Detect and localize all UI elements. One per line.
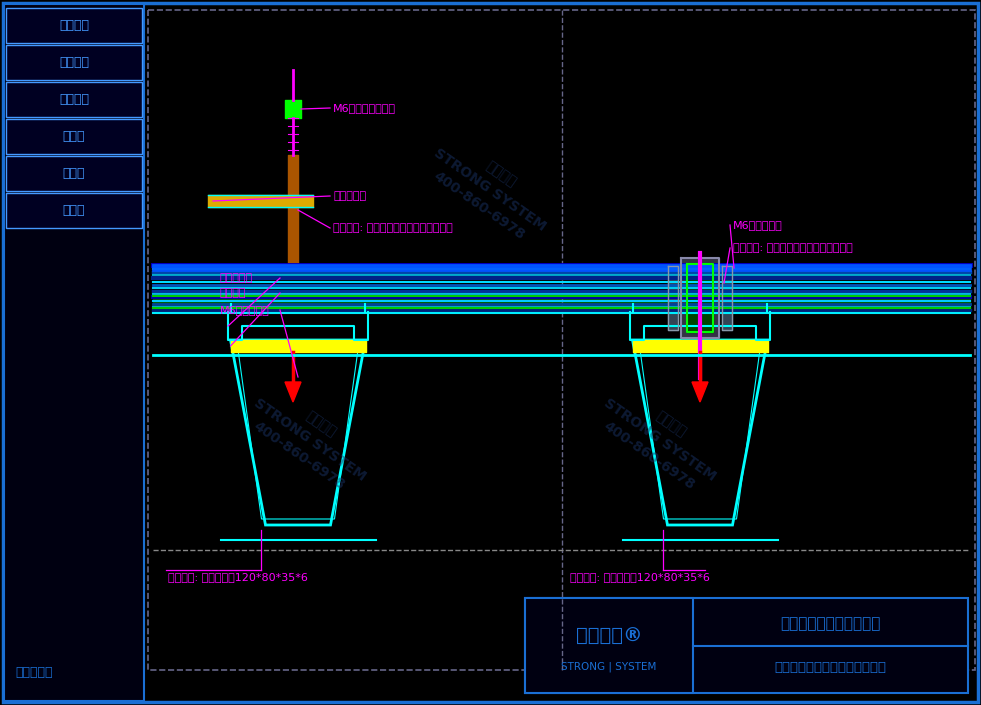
Text: 西创系统
STRONG SYSTEM
400-860-6978: 西创系统 STRONG SYSTEM 400-860-6978 [240, 380, 380, 500]
Text: M6不锈钢锚母: M6不锈钢锚母 [220, 305, 270, 315]
Text: 西创系统: 公母螺柱（专利，连续拧接）: 西创系统: 公母螺柱（专利，连续拧接） [333, 223, 453, 233]
Bar [6, 193, 142, 228]
Text: 梯形精制钢系统：采光顶: 梯形精制钢系统：采光顶 [781, 616, 881, 631]
Text: 大跨度: 大跨度 [63, 130, 85, 143]
Text: 环保节能: 环保节能 [59, 56, 89, 69]
Bar [6, 82, 142, 117]
Bar [6, 45, 142, 80]
Polygon shape [692, 382, 708, 402]
Bar [4, 4, 144, 701]
Bar [6, 8, 142, 43]
Text: 西创系统: 公母螺柱（专利，连续拧接）: 西创系统: 公母螺柱（专利，连续拧接） [733, 243, 852, 253]
Text: M6不锈钢盘头螺栓: M6不锈钢盘头螺栓 [333, 103, 396, 113]
Text: 西创系统: 梯形精制钢120*80*35*6: 西创系统: 梯形精制钢120*80*35*6 [168, 572, 308, 582]
Text: 大通透: 大通透 [63, 167, 85, 180]
Bar [6, 119, 142, 154]
Bar [525, 598, 694, 693]
Text: 超级防腐: 超级防腐 [59, 93, 89, 106]
Text: 西创系统
STRONG SYSTEM
400-860-6978: 西创系统 STRONG SYSTEM 400-860-6978 [420, 130, 560, 250]
Bar [148, 10, 975, 670]
Text: 西创金属科技（江苏）有限公司: 西创金属科技（江苏）有限公司 [775, 661, 887, 674]
Polygon shape [285, 382, 301, 402]
Text: 铝合金压码: 铝合金压码 [333, 191, 366, 201]
Text: 西创系统
STRONG SYSTEM
400-860-6978: 西创系统 STRONG SYSTEM 400-860-6978 [591, 380, 730, 500]
Bar [6, 156, 142, 191]
Text: M6不锈钢锚母: M6不锈钢锚母 [733, 220, 783, 230]
Text: 更纤细: 更纤细 [63, 204, 85, 217]
Bar [525, 598, 968, 693]
Text: 西创系统: 梯形精制钢120*80*35*6: 西创系统: 梯形精制钢120*80*35*6 [570, 572, 710, 582]
Text: STRONG | SYSTEM: STRONG | SYSTEM [561, 661, 657, 672]
Text: 安全防火: 安全防火 [59, 19, 89, 32]
Text: 橡胶垫皮: 橡胶垫皮 [220, 288, 246, 298]
Text: 西创系统®: 西创系统® [576, 627, 643, 646]
Text: 开模铝型材: 开模铝型材 [220, 273, 253, 283]
Text: 专利产品！: 专利产品！ [15, 666, 53, 678]
